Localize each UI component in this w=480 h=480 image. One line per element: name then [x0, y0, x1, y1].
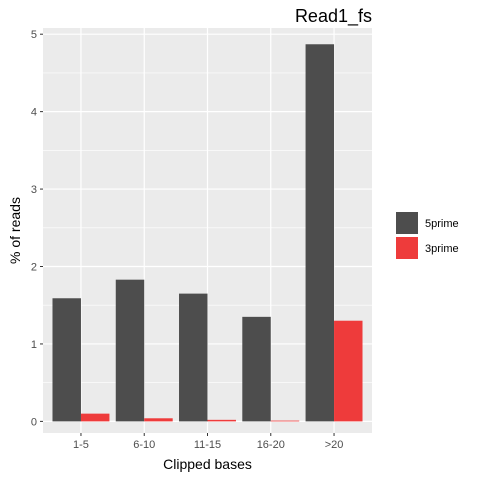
- legend: 5prime 3prime: [396, 212, 459, 259]
- x-tick-label: 6-10: [133, 439, 155, 451]
- y-tick-label: 2: [31, 262, 37, 274]
- bar-3prime-6-10: [144, 418, 173, 422]
- bar-5prime-6-10: [115, 279, 145, 422]
- legend-label-5prime: 5prime: [425, 218, 459, 230]
- y-tick-label: 1: [31, 339, 37, 351]
- x-tick-label: >20: [325, 439, 344, 451]
- legend-label-3prime: 3prime: [425, 243, 459, 255]
- x-axis-label: Clipped bases: [163, 456, 252, 472]
- legend-key-5prime: [396, 212, 418, 234]
- y-tick-label: 3: [31, 184, 37, 196]
- bar-3prime-16-20: [270, 420, 300, 422]
- y-tick-label: 5: [31, 29, 37, 41]
- bar-3prime->20: [334, 320, 363, 422]
- legend-key-3prime: [396, 237, 418, 259]
- bar-5prime-1-5: [52, 298, 81, 422]
- chart-title: Read1_fs: [295, 6, 372, 27]
- bar-3prime-11-15: [207, 419, 236, 422]
- y-tick-label: 4: [31, 107, 37, 119]
- bar-5prime->20: [305, 44, 335, 422]
- bar-5prime-16-20: [242, 316, 271, 422]
- bar-3prime-1-5: [80, 413, 110, 422]
- y-tick-label: 0: [31, 416, 37, 428]
- x-tick-label: 1-5: [73, 439, 89, 451]
- y-axis-label: % of reads: [7, 197, 23, 264]
- bar-5prime-11-15: [179, 293, 208, 422]
- x-tick-label: 16-20: [257, 439, 285, 451]
- x-tick-label: 11-15: [194, 439, 221, 451]
